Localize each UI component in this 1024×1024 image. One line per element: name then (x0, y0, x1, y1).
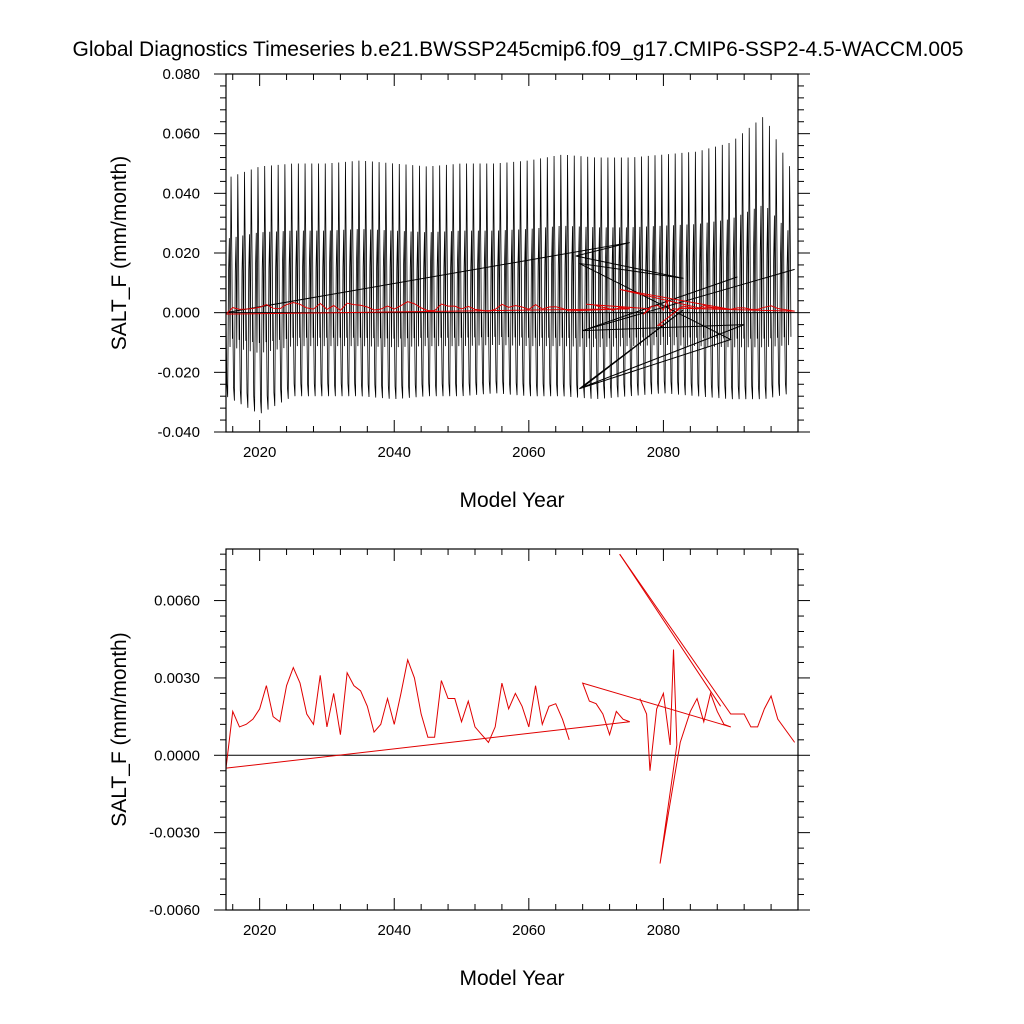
y-axis-label: SALT_F (mm/month) (108, 156, 131, 350)
annual-series-line-3 (656, 307, 795, 326)
plot-area (226, 117, 798, 414)
x-tick-label: 2060 (512, 444, 545, 461)
annual-series-line-0 (226, 658, 570, 769)
x-tick-label: 2080 (647, 922, 680, 939)
panel-top: 2020 2040 2060 2080 -0.040 -0.020 0.000 0.020 0.… (108, 66, 810, 512)
y-tick-label: 0.0000 (154, 747, 200, 764)
x-tick-label: 2020 (243, 922, 276, 939)
x-tick-label: 2040 (378, 444, 411, 461)
plot-frame (225, 548, 799, 911)
y-tick-label: 0.060 (162, 126, 200, 143)
x-tick-label: 2060 (512, 922, 545, 939)
y-tick-label: 0.0060 (154, 593, 200, 610)
annual-series-line-4 (619, 553, 722, 707)
y-tick-label: 0.000 (162, 305, 200, 322)
y-tick-label: 0.080 (162, 66, 200, 83)
y-tick-label: -0.040 (157, 424, 200, 441)
plot-area (226, 553, 798, 864)
y-tick-label: 0.040 (162, 185, 200, 202)
annual-series-line-3 (619, 553, 796, 743)
y-tick-label: -0.0060 (149, 902, 200, 919)
y-tick-label: 0.0030 (154, 670, 200, 687)
x-axis-label: Model Year (459, 967, 564, 990)
annual-series-line-1 (226, 682, 731, 769)
chart-title: Global Diagnostics Timeseries b.e21.BWSS… (73, 38, 964, 61)
y-tick-label: -0.020 (157, 364, 200, 381)
panel-bottom: 2020 2040 2060 2080 -0.0060 -0.0030 0.0000 0.00… (108, 548, 810, 990)
x-axis-label: Model Year (459, 489, 564, 512)
annual-series-line-2 (226, 308, 630, 315)
monthly-series-line-0 (226, 242, 795, 390)
y-axis-label: SALT_F (mm/month) (108, 632, 131, 826)
annual-series-line-2 (639, 649, 731, 864)
y-tick-label: 0.020 (162, 245, 200, 262)
annual-series-line-1 (226, 288, 795, 315)
x-tick-label: 2080 (647, 444, 680, 461)
x-tick-label: 2020 (243, 444, 276, 461)
x-tick-label: 2040 (378, 922, 411, 939)
monthly-series-line (226, 117, 792, 414)
y-tick-label: -0.0030 (149, 825, 200, 842)
